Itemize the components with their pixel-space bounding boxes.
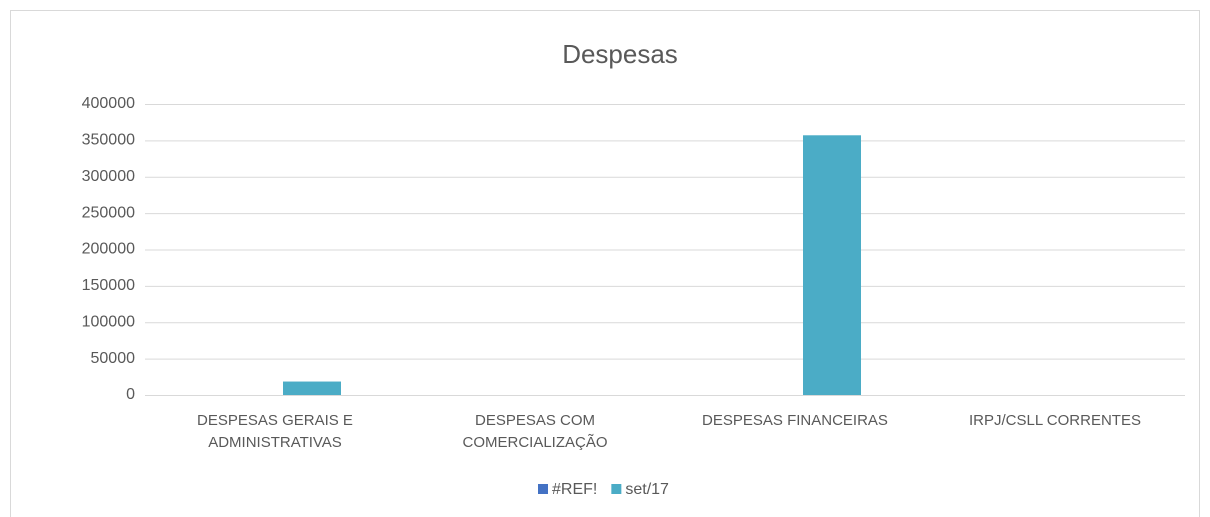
legend-label: #REF! <box>552 481 597 498</box>
bar <box>803 135 861 395</box>
y-tick-label: 350000 <box>82 132 135 149</box>
x-tick-label: DESPESAS GERAIS E ADMINISTRATIVAS <box>197 412 353 451</box>
x-tick-label: IRPJ/CSLL CORRENTES <box>969 412 1141 429</box>
y-tick-label: 150000 <box>82 277 135 294</box>
bar <box>283 381 341 395</box>
y-tick-label: 250000 <box>82 204 135 221</box>
y-tick-label: 0 <box>126 386 135 403</box>
legend-label: set/17 <box>625 481 669 498</box>
x-tick-label: DESPESAS FINANCEIRAS <box>702 412 888 429</box>
chart-border <box>10 10 1200 517</box>
y-tick-label: 100000 <box>82 313 135 330</box>
x-tick-label: DESPESAS COM COMERCIALIZAÇÃO <box>462 412 608 451</box>
y-tick-label: 300000 <box>82 168 135 185</box>
y-tick-label: 200000 <box>82 241 135 258</box>
legend-swatch <box>538 484 548 494</box>
chart-title: Despesas <box>562 39 678 69</box>
legend-swatch <box>611 484 622 494</box>
y-tick-label: 50000 <box>91 350 136 367</box>
y-tick-label: 400000 <box>82 95 135 112</box>
